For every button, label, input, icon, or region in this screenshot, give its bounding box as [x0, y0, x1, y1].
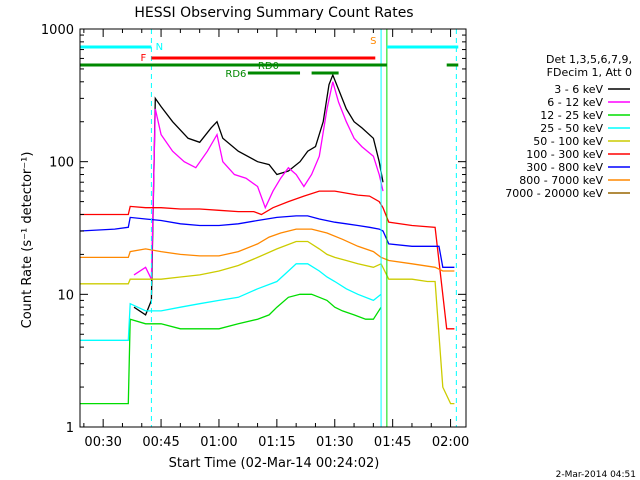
y-tick-label: 100 — [49, 156, 74, 171]
x-tick-label: 01:45 — [374, 435, 411, 450]
series-line-6 — [80, 190, 455, 330]
plot-frame — [79, 28, 467, 428]
x-tick-label: 01:00 — [200, 435, 237, 450]
y-tick-label: 1 — [66, 421, 74, 436]
plot-area: N S F RD0 RD6 — [80, 29, 459, 427]
x-tick-label: 02:00 — [432, 435, 469, 450]
legend-entry-label: 12 - 25 keV — [540, 109, 603, 122]
y-axis-label: Count Rate (s⁻¹ detector⁻¹) — [20, 152, 35, 329]
legend-header-line: FDecim 1, Att 0 — [547, 66, 632, 79]
plot-clip-group — [80, 29, 459, 427]
legend: Det 1,3,5,6,7,9,FDecim 1, Att 0 3 - 6 keV… — [505, 53, 632, 200]
state-bar-label-5: RD0 — [258, 61, 279, 72]
legend-header-line: Det 1,3,5,6,7,9, — [546, 53, 632, 66]
series-line-1 — [133, 73, 384, 316]
footer-timestamp: 2-Mar-2014 04:51 — [556, 470, 636, 480]
chart-title: HESSI Observing Summary Count Rates — [134, 5, 413, 21]
x-tick-label: 00:30 — [84, 435, 121, 450]
x-axis-label: Start Time (02-Mar-14 00:24:02) — [169, 456, 380, 471]
series-line-4 — [80, 263, 382, 341]
legend-entry-label: 50 - 100 keV — [533, 135, 603, 148]
series-line-3 — [80, 293, 382, 405]
legend-entry-label: 300 - 800 keV — [526, 161, 603, 174]
state-bar-label-3: S — [370, 36, 376, 47]
x-tick-label: 00:45 — [142, 435, 179, 450]
series-line-5 — [80, 240, 455, 405]
legend-entry-label: 6 - 12 keV — [547, 96, 603, 109]
state-bar-label-4: F — [141, 53, 147, 64]
state-bar-label-1: N — [156, 42, 163, 53]
x-tick-label: 01:15 — [258, 435, 295, 450]
legend-entry-label: 7000 - 20000 keV — [505, 187, 603, 200]
y-tick-label: 10 — [57, 288, 74, 303]
legend-entry-label: 800 - 7000 keV — [519, 174, 603, 187]
state-bar-label-7: RD6 — [225, 69, 246, 80]
series-line-2 — [133, 81, 384, 280]
legend-entry-label: 100 - 300 keV — [526, 148, 603, 161]
series-line-8 — [80, 228, 455, 272]
legend-entry-label: 3 - 6 keV — [554, 83, 603, 96]
x-tick-label: 01:30 — [316, 435, 353, 450]
series-line-7 — [80, 215, 455, 268]
axes: 1 10 100 1000 00:30 00:45 01:00 01:15 01:30 01:45… — [41, 23, 469, 450]
y-tick-label: 1000 — [41, 23, 74, 38]
legend-entry-label: 25 - 50 keV — [540, 122, 603, 135]
